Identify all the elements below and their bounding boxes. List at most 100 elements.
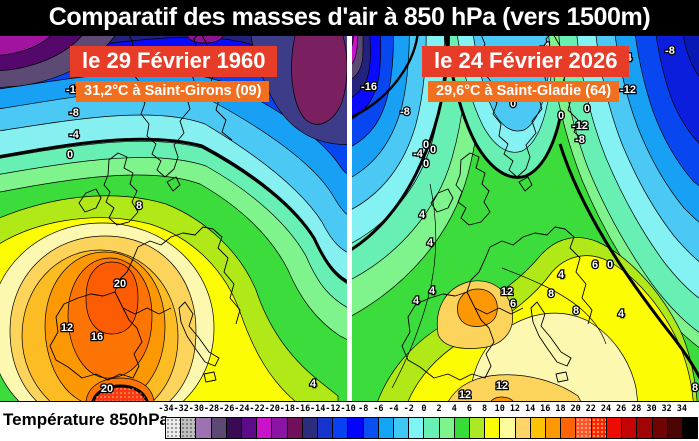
- legend-tick-label: -14: [310, 404, 326, 414]
- contour-value-label: 8: [692, 382, 698, 394]
- legend-cell: [242, 418, 258, 438]
- legend-cell: [378, 418, 395, 438]
- legend-title: Température 850hPa: [3, 410, 169, 429]
- legend-cell: [667, 418, 683, 438]
- legend-cell: [318, 418, 334, 438]
- legend-cell: [211, 418, 227, 438]
- contour-value-label: 20: [101, 383, 113, 395]
- contour-value-label: 0: [558, 110, 564, 122]
- contour-value-label: 12: [459, 389, 471, 401]
- contour-value-label: 12: [501, 286, 513, 298]
- legend-tick-label: -32: [173, 404, 189, 414]
- legend-cell: [637, 418, 653, 438]
- contour-value-label: 0: [510, 98, 516, 110]
- legend-cell: [515, 418, 531, 438]
- legend-tick-label: -8: [358, 404, 369, 414]
- weather-map-panel-2026: -4-8-4-16-12000-8-12-800-404446044126884…: [352, 36, 699, 401]
- legend-tick-label: -20: [264, 404, 280, 414]
- legend-cell: [682, 418, 698, 438]
- legend-cell: [591, 418, 607, 438]
- temperature-field-2026: [352, 36, 699, 401]
- contour-value-label: -12: [620, 84, 636, 96]
- legend-tick-label: 14: [524, 404, 536, 414]
- panel-divider: [347, 36, 352, 401]
- contour-value-label: 12: [496, 380, 508, 392]
- weather-map-2026: -4-8-4-16-12000-8-12-800-404446044126884…: [352, 36, 699, 401]
- legend-cell: [394, 418, 410, 438]
- legend-cell: [576, 418, 592, 438]
- contour-value-label: 4: [427, 237, 434, 249]
- date-label-2026: le 24 Février 2026: [422, 46, 630, 77]
- legend-cell: [530, 418, 547, 438]
- legend-tick-label: -34: [158, 404, 174, 414]
- legend-cell: [302, 418, 319, 438]
- contour-value-label: 4: [429, 285, 436, 297]
- contour-labels-2026: -4-8-4-16-12000-8-12-800-404446044126884…: [360, 40, 699, 401]
- contour-value-label: 12: [61, 322, 73, 334]
- contour-value-label: -8: [575, 134, 585, 146]
- contour-value-label: 4: [419, 209, 426, 221]
- legend-cell: [348, 418, 364, 438]
- contour-value-label: -8: [69, 107, 79, 119]
- legend-tick-label: -16: [294, 404, 311, 414]
- page-title: Comparatif des masses d'air à 850 hPa (v…: [0, 0, 699, 36]
- legend-tick-label: 28: [631, 404, 642, 414]
- legend-tick-label: 32: [661, 404, 672, 414]
- contour-value-label: 0: [584, 103, 590, 115]
- record-subtitle-2026: 29,6°C à Saint-Gladie (64): [428, 81, 620, 102]
- legend-cell: [272, 418, 288, 438]
- legend-cell: [454, 418, 471, 438]
- legend-tick-label: -28: [203, 404, 220, 414]
- legend-tick-label: -12: [325, 404, 341, 414]
- legend-cell: [424, 418, 440, 438]
- legend-tick-label: -6: [373, 404, 384, 414]
- contour-value-label: 8: [573, 305, 579, 317]
- legend-cell: [561, 418, 577, 438]
- legend-cell: [652, 418, 668, 438]
- temperature-field-1960: [0, 36, 347, 401]
- legend-tick-label: 16: [540, 404, 551, 414]
- contour-value-label: 8: [136, 200, 142, 212]
- legend-tick-label: -30: [188, 404, 205, 414]
- legend-cell: [606, 418, 623, 438]
- legend-cell: [333, 418, 349, 438]
- legend-cell: [196, 418, 212, 438]
- legend-cell: [485, 418, 501, 438]
- legend-cell: [181, 418, 197, 438]
- zero-isotherm-1960: [0, 137, 347, 284]
- legend: Température 850hPa -34 -32 -30 -28 -26 -24 -22…: [0, 402, 699, 441]
- contour-value-label: 0: [67, 149, 73, 161]
- contour-value-label: -8: [400, 106, 410, 118]
- legend-tick-label: 12: [509, 404, 521, 414]
- temperature-colorbar: [165, 417, 698, 439]
- legend-cell: [500, 418, 516, 438]
- contour-value-label: 0: [423, 158, 429, 170]
- contour-value-label: 20: [114, 278, 126, 290]
- contour-value-label: -4: [69, 129, 80, 141]
- contour-value-label: -4: [413, 148, 424, 160]
- contour-value-label: 4: [558, 269, 565, 281]
- legend-tick-label: 24: [600, 404, 612, 414]
- legend-tick-label: 20: [570, 404, 581, 414]
- legend-cell: [287, 418, 303, 438]
- legend-tick-label: 4: [451, 404, 457, 414]
- legend-cell: [363, 418, 379, 438]
- contour-value-label: 8: [548, 288, 554, 300]
- legend-cell: [226, 418, 243, 438]
- legend-cell: [166, 418, 182, 438]
- legend-tick-label: 26: [616, 404, 627, 414]
- legend-tick-label: 22: [585, 404, 596, 414]
- contour-value-label: -16: [361, 81, 377, 93]
- legend-tick-label: 0: [421, 404, 427, 414]
- maps-row: -12 -8 -4 0 8 20 12 16 20 4 le 29 Février 1960 31…: [0, 36, 699, 402]
- legend-cell: [409, 418, 425, 438]
- legend-tick-label: -26: [218, 404, 235, 414]
- legend-cell: [622, 418, 638, 438]
- legend-tick-label: -10: [340, 404, 356, 414]
- legend-cell: [546, 418, 562, 438]
- legend-tick-label: 18: [555, 404, 566, 414]
- contour-value-label: 4: [413, 295, 420, 307]
- contour-value-label: -12: [572, 120, 588, 132]
